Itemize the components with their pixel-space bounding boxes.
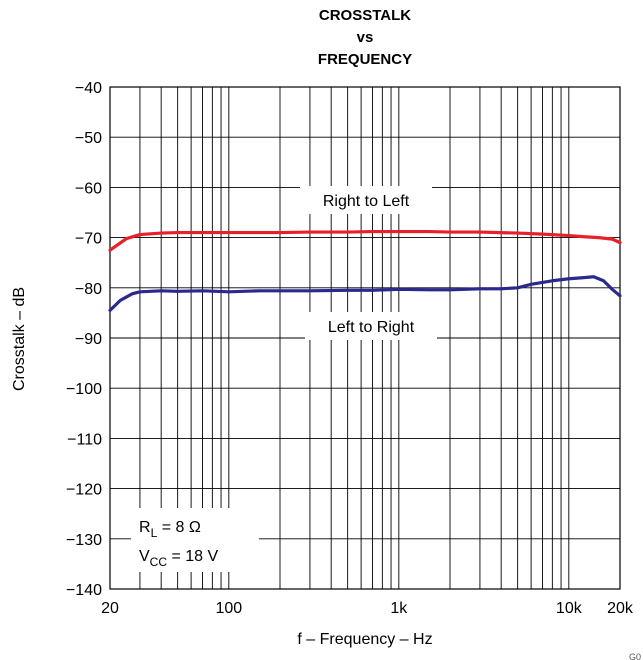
x-tick-label: 10k xyxy=(556,600,583,617)
y-tick-label: −140 xyxy=(66,582,102,599)
annotation-left-to-right-bg xyxy=(305,312,437,340)
condition-rl-sub: L xyxy=(151,526,158,540)
condition-vcc-sub: CC xyxy=(150,555,168,569)
condition-vcc-main: V xyxy=(139,548,150,565)
y-tick-label: −50 xyxy=(75,130,102,147)
condition-rl: RL = 8 Ω xyxy=(139,519,201,540)
chart-title-line-2: vs xyxy=(357,29,374,46)
y-tick-label: −90 xyxy=(75,331,102,348)
conditions-bg xyxy=(131,508,259,572)
y-tick-label: −80 xyxy=(75,281,102,298)
y-tick-labels: −40 −50 −60 −70 −80 −90 −100 −110 −120 −130 −140 xyxy=(66,80,102,599)
chart-title-line-3: FREQUENCY xyxy=(318,51,412,68)
x-tick-label: 20 xyxy=(101,600,119,617)
x-tick-labels: 20 100 1k 10k 20k xyxy=(101,600,634,617)
figure-id: G0 xyxy=(629,652,641,660)
x-tick-label: 1k xyxy=(390,600,408,617)
y-tick-label: −130 xyxy=(66,532,102,549)
y-tick-label: −40 xyxy=(75,80,102,97)
condition-rl-rest: = 8 Ω xyxy=(157,519,201,536)
x-tick-label: 100 xyxy=(215,600,242,617)
series-line-left-to-right xyxy=(108,275,622,312)
annotation-left-to-right: Left to Right xyxy=(328,319,415,336)
condition-rl-main: R xyxy=(139,519,151,536)
y-tick-label: −110 xyxy=(67,431,102,448)
y-tick-label: −60 xyxy=(75,180,102,197)
y-tick-label: −120 xyxy=(66,482,102,499)
plot-frame xyxy=(109,86,621,590)
x-tick-label: 20k xyxy=(607,600,634,617)
y-tick-label: −70 xyxy=(75,231,102,248)
annotation-right-to-left-bg xyxy=(300,186,432,214)
series-line-right-to-left xyxy=(108,229,622,252)
condition-vcc: VCC = 18 V xyxy=(139,548,218,569)
series-lines xyxy=(108,229,622,312)
annotation-right-to-left: Right to Left xyxy=(323,193,410,210)
condition-vcc-rest: = 18 V xyxy=(167,548,218,565)
y-axis-label: Crosstalk – dB xyxy=(11,287,28,391)
x-axis-label: f – Frequency – Hz xyxy=(297,631,432,648)
chart-title-line-1: CROSSTALK xyxy=(319,7,411,24)
y-tick-label: −100 xyxy=(66,381,102,398)
